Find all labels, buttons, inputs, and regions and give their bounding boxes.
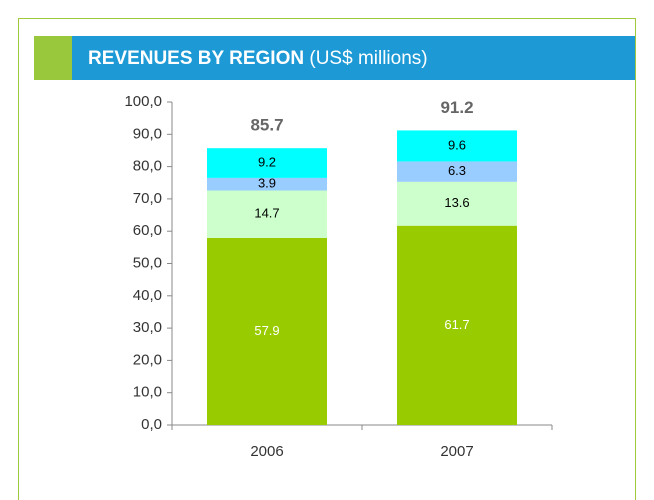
title-bar [72, 36, 635, 80]
bar-segment [397, 225, 517, 425]
x-tick-label: 2006 [250, 443, 283, 460]
data-label: 3.9 [258, 176, 276, 191]
title-accent [34, 36, 72, 80]
y-tick-label: 100,0 [124, 93, 162, 110]
data-label: 9.2 [258, 154, 276, 169]
total-label: 85.7 [250, 116, 283, 135]
data-label: 57.9 [254, 323, 279, 338]
bar-segment [207, 177, 327, 191]
y-tick-label: 90,0 [133, 125, 162, 142]
data-label: 13.6 [444, 195, 469, 210]
y-tick-label: 30,0 [133, 319, 162, 336]
chart-title: REVENUES BY REGION [88, 48, 304, 69]
y-tick-label: 50,0 [133, 254, 162, 271]
title-line: REVENUES BY REGION (US$ millions) [88, 48, 428, 69]
y-tick-label: 40,0 [133, 287, 162, 304]
y-tick-label: 60,0 [133, 222, 162, 239]
y-tick-label: 70,0 [133, 190, 162, 207]
data-label: 6.3 [448, 163, 466, 178]
y-tick-label: 80,0 [133, 158, 162, 175]
bar-segment [207, 190, 327, 238]
y-tick-label: 10,0 [133, 384, 162, 401]
y-tick-label: 0,0 [141, 416, 162, 433]
y-tick-label: 20,0 [133, 351, 162, 368]
bar-segment [207, 237, 327, 425]
bar-segment [397, 161, 517, 182]
frame [18, 18, 636, 500]
bar-segment [207, 148, 327, 178]
chart-subtitle: (US$ millions) [309, 48, 427, 69]
data-label: 61.7 [444, 317, 469, 332]
data-label: 14.7 [254, 206, 279, 221]
bar-segment [397, 181, 517, 226]
data-label: 9.6 [448, 137, 466, 152]
x-tick-label: 2007 [440, 443, 473, 460]
bar-segment [397, 130, 517, 162]
total-label: 91.2 [440, 98, 473, 117]
